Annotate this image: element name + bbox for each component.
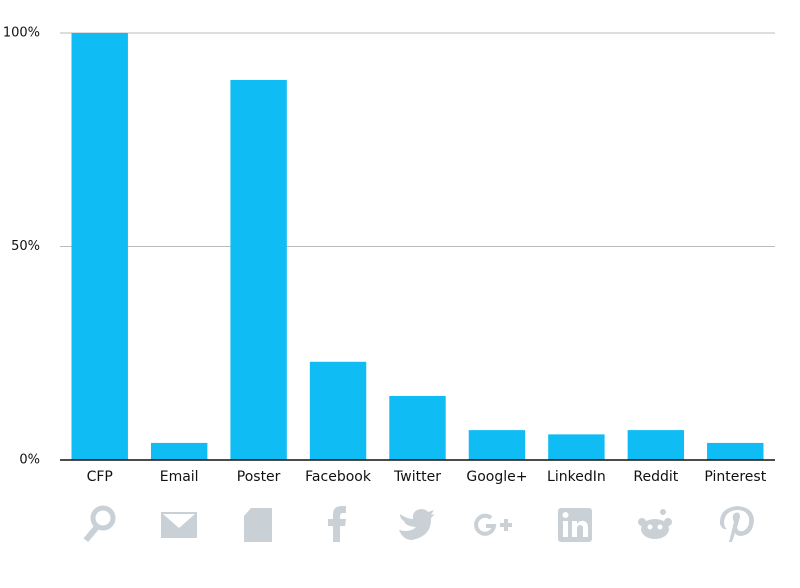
- x-tick-label: LinkedIn: [547, 469, 606, 485]
- x-tick-label: Google+: [466, 469, 527, 485]
- bar: [627, 430, 685, 460]
- x-tick-label: Twitter: [393, 469, 441, 485]
- x-tick-label: CFP: [87, 469, 113, 485]
- bar: [548, 434, 605, 460]
- bar: [707, 442, 764, 460]
- x-tick-label: Facebook: [305, 469, 372, 485]
- bar: [389, 395, 446, 460]
- mail-icon: [161, 512, 197, 538]
- x-tick-label: Poster: [237, 469, 281, 485]
- y-tick-label: 0%: [19, 453, 40, 468]
- bar: [230, 79, 287, 460]
- linkedin-icon: [558, 508, 592, 542]
- bar: [309, 361, 367, 460]
- x-tick-label: Reddit: [633, 469, 678, 485]
- x-tick-label: Pinterest: [704, 469, 766, 485]
- pinterest-icon: [719, 506, 754, 542]
- google-plus-icon: [474, 513, 512, 536]
- y-tick-label: 100%: [3, 26, 40, 41]
- search-icon: [83, 505, 116, 543]
- facebook-icon: [328, 506, 346, 542]
- bar: [150, 442, 208, 460]
- document-icon: [244, 508, 272, 542]
- bar: [71, 33, 128, 460]
- x-tick-label: Email: [160, 469, 199, 485]
- bar: [468, 430, 526, 460]
- icons: [83, 505, 754, 543]
- twitter-icon: [399, 509, 435, 540]
- y-tick-label: 50%: [11, 239, 40, 254]
- reddit-icon: [638, 509, 672, 539]
